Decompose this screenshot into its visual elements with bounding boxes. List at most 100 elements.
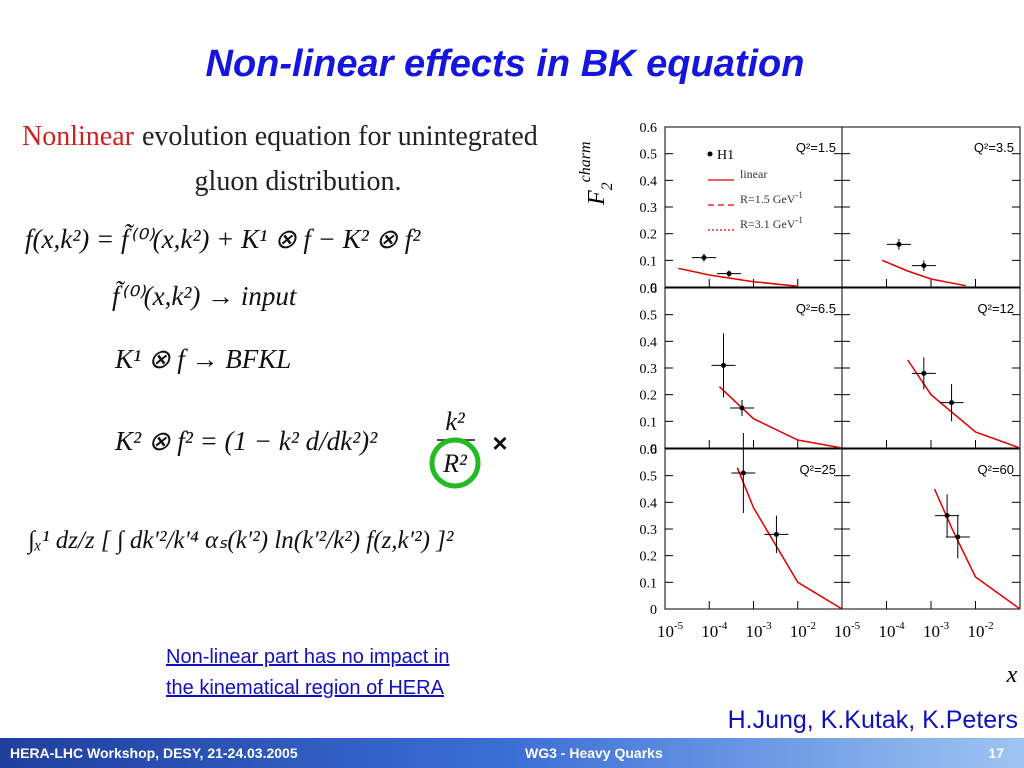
data-point [739,405,745,411]
y-tick-label: 0 [650,442,657,457]
x-tick-label: 10-4 [879,620,906,641]
x-tick-label: 10-3 [746,620,773,641]
y-tick-label: 0.2 [640,389,658,404]
y-tick-label: 0.2 [640,228,658,243]
data-point [944,513,950,519]
y-tick-label: 0.4 [640,496,658,511]
x-tick-base: 10 [657,622,674,641]
panel-label: Q²=12 [978,301,1015,316]
legend-label: H1 [717,148,734,163]
x-tick-base: 10 [879,622,896,641]
panel-label: Q²=6.5 [796,301,836,316]
data-point [721,362,727,368]
x-tick-exponent: -4 [718,620,728,632]
legend-label: R=1.5 GeV-1 [740,190,803,206]
model-curve [678,267,798,287]
y-tick-label: 0.1 [640,254,658,269]
heading-rest: evolution equation for unintegrated [142,121,538,152]
fraction-denominator: R² [442,449,468,478]
x-tick-label: 10-3 [923,620,950,641]
data-point [740,470,746,476]
model-curve [718,386,843,449]
model-curve [933,488,1021,610]
x-tick-base: 10 [790,622,807,641]
equation: f(x,k²) = f̃⁽⁰⁾(x,k²) + K¹ ⊗ f − K² ⊗ f² [25,223,421,254]
data-point [949,400,955,406]
legend-name: R=3.1 GeV [740,217,796,231]
legend-exponent: -1 [795,190,803,200]
data-point [773,531,779,537]
y-tick-label: 0 [650,603,657,618]
equation: K¹ ⊗ f → BFKL [114,344,291,374]
equation: f̃⁽⁰⁾(x,k²) → input [112,280,298,311]
model-curve [736,467,843,610]
data-point [726,271,732,277]
y-tick-label: 0.3 [640,362,658,377]
x-tick-exponent: -2 [985,620,994,632]
y-tick-label: 0.5 [640,470,658,485]
data-point [896,241,902,247]
x-tick-label: 10-5 [657,620,684,641]
heading-highlight: Nonlinear [22,121,135,152]
x-tick-base: 10 [746,622,763,641]
y-label-main: F [584,190,610,206]
x-tick-exponent: -4 [896,620,906,632]
x-tick-base: 10 [834,622,851,641]
x-tick-exponent: -3 [763,620,773,632]
panel-label: Q²=1.5 [796,140,836,155]
title: Non-linear effects in BK equation [206,43,805,85]
y-tick-label: 0.3 [640,201,658,216]
panel-label: Q²=3.5 [974,140,1014,155]
y-tick-label: 0.3 [640,523,658,538]
x-tick-exponent: -2 [807,620,816,632]
legend-exponent: -1 [795,215,803,225]
y-tick-label: 0 [650,281,657,296]
x-tick-base: 10 [701,622,718,641]
panel-label: Q²=60 [978,462,1015,477]
y-tick-label: 0.5 [640,309,658,324]
note-line: Non-linear part has no impact in [166,646,449,668]
authors: H.Jung, K.Kutak, K.Peters [728,706,1018,734]
panel-label: Q²=25 [800,462,837,477]
y-tick-label: 0.4 [640,174,658,189]
y-tick-label: 0.1 [640,576,658,591]
x-tick-base: 10 [923,622,940,641]
footer-track: WG3 - Heavy Quarks [525,745,663,761]
y-tick-label: 0.6 [640,282,658,297]
model-curve [907,359,1021,449]
legend-marker [707,151,713,157]
x-tick-label: 10-2 [790,620,816,641]
x-tick-label: 10-4 [701,620,728,641]
x-tick-label: 10-2 [968,620,994,641]
data-point [955,534,961,540]
y-tick-label: 0.6 [640,443,658,458]
footer-bar [0,738,1024,768]
y-tick-label: 0.6 [640,121,658,136]
footer-page: 17 [988,745,1004,761]
x-tick-exponent: -3 [940,620,950,632]
highlight-circle [429,437,481,489]
legend-name: linear [740,167,767,181]
y-label-sup: charm [577,141,594,182]
cross-mark: × [492,428,507,458]
y-axis-label: F2 charm [577,141,616,206]
heading: Nonlinear evolution equation for unintegr… [22,121,538,152]
y-label-sub: 2 [599,182,616,190]
data-point [701,255,707,261]
y-tick-label: 0.1 [640,415,658,430]
note-line: the kinematical region of HERA [166,677,445,699]
legend-name: R=1.5 GeV [740,192,796,206]
x-tick-label: 10-5 [834,620,861,641]
y-tick-label: 0.5 [640,148,658,163]
y-tick-label: 0.4 [640,335,658,350]
x-tick-base: 10 [968,622,985,641]
model-curve [881,259,966,287]
x-tick-exponent: -5 [674,620,684,632]
footer-event: HERA-LHC Workshop, DESY, 21-24.03.2005 [10,745,298,761]
legend-label: R=3.1 GeV-1 [740,215,803,231]
fraction-numerator: k² [445,407,466,436]
x-axis-label: x [1006,662,1018,688]
data-point [921,370,927,376]
